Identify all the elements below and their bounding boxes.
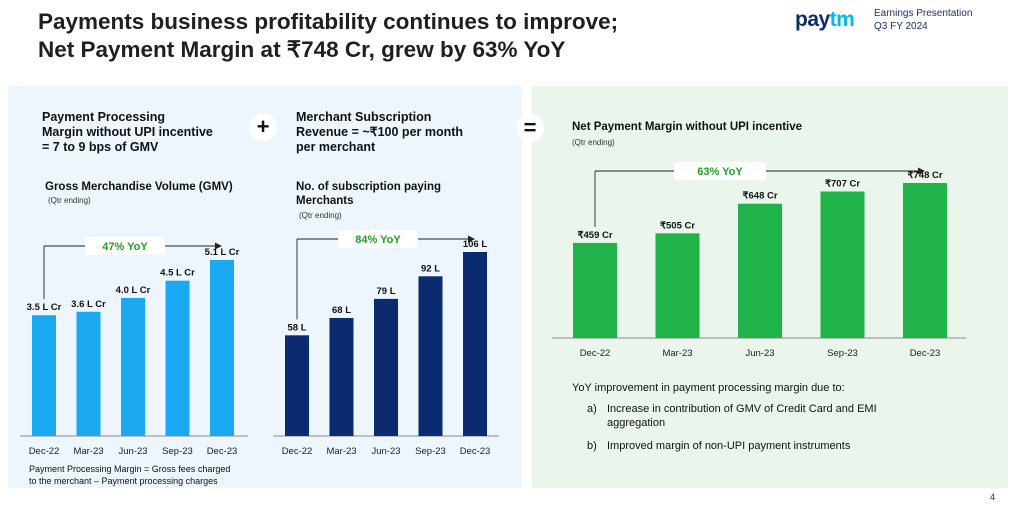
gmv-category-label: Jun-23 (118, 446, 147, 457)
merchants-chart-subtitle: (Qtr ending) (299, 211, 342, 220)
merchants-bar-dec-22 (285, 335, 309, 436)
subscription-heading: Merchant Subscription Revenue = ~₹100 pe… (296, 110, 463, 155)
npm-bar-jun-23 (738, 203, 782, 338)
gmv-category-label: Dec-23 (207, 446, 238, 457)
page-title: Payments business profitability continue… (38, 8, 618, 64)
gmv-bar-dec-23 (210, 260, 234, 436)
ppm-heading-line-2: Margin without UPI incentive (42, 125, 213, 139)
gmv-bar-sep-23 (165, 280, 190, 436)
merchants-category-label: Sep-23 (415, 446, 446, 457)
npm-bar-sep-23 (820, 191, 865, 338)
npm-value-label: ₹505 Cr (660, 220, 695, 231)
plus-operator: + (249, 113, 277, 141)
merchants-growth-box (338, 230, 418, 248)
improvement-intro: YoY improvement in payment processing ma… (572, 382, 845, 394)
footnote-line-2: to the merchant – Payment processing cha… (29, 476, 218, 486)
subscription-heading-line-2: Revenue = ~₹100 per month (296, 125, 464, 139)
page-number: 4 (990, 492, 996, 502)
merchants-value-label: 58 L (287, 322, 306, 333)
gmv-value-label: 5.1 L Cr (205, 247, 240, 258)
npm-growth-arrowhead (918, 167, 925, 175)
gmv-bar-jun-23 (121, 297, 145, 436)
npm-value-label: ₹748 Cr (907, 170, 942, 181)
npm-value-label: ₹648 Cr (742, 191, 777, 202)
merchants-value-label: 92 L (421, 263, 440, 274)
ppm-footnote: Payment Processing Margin = Gross fees c… (29, 463, 230, 487)
merchants-bar-jun-23 (374, 298, 398, 436)
gmv-category-label: Dec-22 (29, 446, 60, 457)
npm-value-label: ₹707 Cr (825, 178, 860, 189)
gmv-value-label: 3.5 L Cr (27, 302, 62, 313)
gmv-bar-dec-22 (32, 315, 56, 436)
gmv-chart-subtitle: (Qtr ending) (48, 196, 91, 205)
npm-bar-mar-23 (655, 233, 700, 338)
presentation-label: Earnings Presentation Q3 FY 2024 (874, 7, 972, 33)
footnote-line-1: Payment Processing Margin = Gross fees c… (29, 464, 231, 474)
npm-bar-dec-22 (573, 242, 617, 338)
merchants-bar-mar-23 (329, 317, 354, 436)
title-line-2: Net Payment Margin at ₹748 Cr, grew by 6… (38, 37, 566, 62)
gmv-category-label: Sep-23 (162, 446, 193, 457)
ppm-heading-line-3: = 7 to 9 bps of GMV (42, 140, 159, 154)
gmv-value-label: 3.6 L Cr (71, 299, 106, 310)
improvement-point-b-marker: b) (587, 440, 597, 452)
presentation-line-1: Earnings Presentation (874, 8, 973, 19)
merchants-value-label: 106 L (463, 239, 487, 250)
npm-chart-subtitle: (Qtr ending) (572, 138, 615, 147)
logo-part-1: pay (795, 8, 830, 31)
npm-category-label: Dec-22 (580, 348, 611, 359)
merchants-bar-dec-23 (463, 252, 487, 436)
merchants-category-label: Jun-23 (371, 446, 400, 457)
subscription-heading-line-3: per merchant (296, 140, 376, 154)
presentation-line-2: Q3 FY 2024 (874, 21, 928, 32)
gmv-growth-box (85, 237, 165, 255)
title-line-1: Payments business profitability continue… (38, 9, 619, 34)
logo-part-2: tm (829, 8, 855, 31)
npm-category-label: Mar-23 (662, 348, 692, 359)
npm-bar-dec-23 (903, 183, 947, 338)
merchants-category-label: Mar-23 (326, 446, 356, 457)
paytm-logo: paytm (795, 8, 855, 32)
npm-category-label: Sep-23 (827, 348, 858, 359)
gmv-growth-arrowhead (215, 242, 222, 250)
point-a-line-2: aggregation (607, 417, 666, 429)
gmv-growth-label: 47% YoY (102, 241, 148, 253)
merchants-growth-arrowhead (468, 235, 475, 243)
gmv-value-label: 4.5 L Cr (160, 268, 195, 279)
ppm-heading-line-1: Payment Processing (42, 110, 165, 124)
gmv-value-label: 4.0 L Cr (116, 285, 151, 296)
npm-value-label: ₹459 Cr (577, 230, 612, 241)
npm-growth-label: 63% YoY (697, 166, 743, 178)
npm-category-label: Jun-23 (745, 348, 774, 359)
gmv-chart-title: Gross Merchandise Volume (GMV) (45, 181, 233, 193)
improvement-point-b: Improved margin of non-UPI payment instr… (607, 440, 851, 452)
npm-category-label: Dec-23 (910, 348, 941, 359)
merchants-growth-label: 84% YoY (355, 234, 401, 246)
merchants-chart-title: No. of subscription paying Merchants (296, 181, 442, 207)
improvement-point-a: Increase in contribution of GMV of Credi… (607, 402, 877, 430)
npm-growth-box (674, 162, 766, 180)
ppm-heading: Payment Processing Margin without UPI in… (42, 110, 213, 155)
equals-operator: = (516, 114, 544, 142)
merchants-bar-sep-23 (418, 276, 443, 436)
merchants-category-label: Dec-22 (282, 446, 313, 457)
gmv-bar-mar-23 (76, 311, 101, 436)
npm-chart-title: Net Payment Margin without UPI incentive (572, 121, 803, 133)
merchants-category-label: Dec-23 (460, 446, 491, 457)
merchants-value-label: 79 L (376, 286, 395, 297)
point-a-line-1: Increase in contribution of GMV of Credi… (607, 403, 877, 415)
subscription-heading-line-1: Merchant Subscription (296, 110, 432, 124)
merchants-value-label: 68 L (332, 305, 351, 316)
improvement-point-a-marker: a) (587, 403, 597, 415)
gmv-category-label: Mar-23 (73, 446, 103, 457)
